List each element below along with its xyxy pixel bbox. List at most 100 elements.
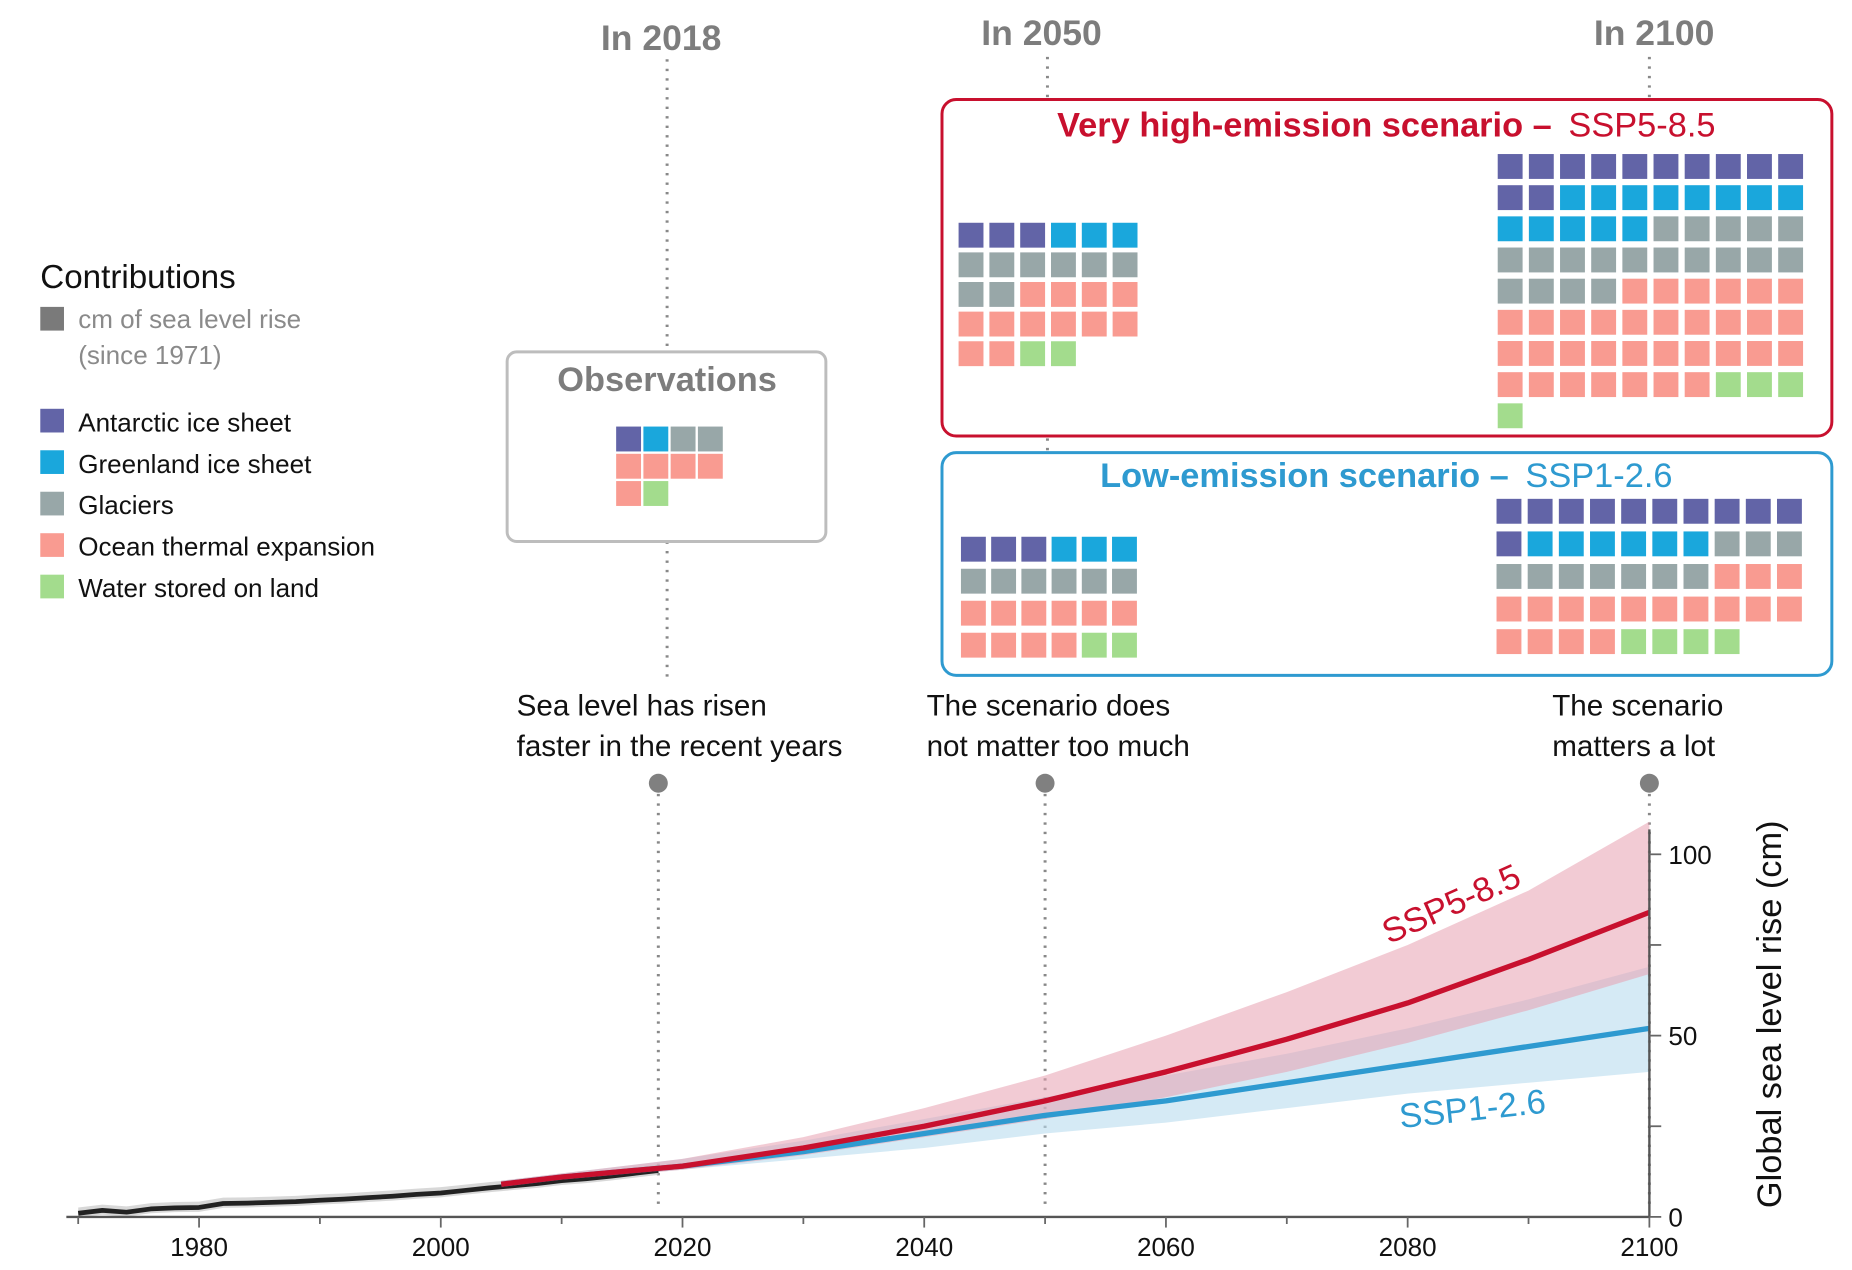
waffle-cell [1653,154,1679,179]
waffle-cell [1112,222,1138,248]
waffle-cell [1081,600,1107,626]
x-tick-label: 2100 [1620,1232,1678,1262]
y-tick-label: 50 [1668,1021,1697,1051]
waffle-cell [960,536,986,562]
waffle-cell [1051,536,1077,562]
low-emission-panel: Low-emission scenario – SSP1-2.6 [940,451,1834,677]
waffle-cell [991,632,1017,658]
waffle-cell [616,453,642,479]
waffle-cell [1528,216,1554,242]
waffle-cell [643,426,669,452]
waffle-cell [1622,341,1648,366]
waffle-cell [1591,278,1617,304]
waffle-cell [1684,278,1710,304]
waffle-cell [1081,222,1107,248]
waffle-cell [1652,564,1678,589]
legend: Contributions cm of sea level rise (sinc… [40,259,375,603]
waffle-cell [1621,531,1647,557]
annotation-2018-line-1: Sea level has risen [517,690,767,723]
waffle-cell [1497,154,1523,179]
legend-swatch [40,574,64,599]
uncertainty-band [501,821,1650,1188]
waffle-cell [1051,222,1076,248]
waffle-cell [1081,536,1107,562]
waffle-cell [1622,309,1648,335]
waffle-cell [1560,309,1585,335]
waffle-cell [1622,216,1648,242]
waffle-cell [1527,498,1553,524]
waffle-cell [1778,372,1804,398]
waffle-cell [1652,629,1678,655]
waffle-cell [1528,247,1554,273]
observations-waffle [616,426,723,506]
waffle-cell [616,426,642,452]
low-emission-2100-waffle [1496,498,1802,655]
waffle-cell [1653,278,1679,304]
waffle-cell [1558,596,1584,622]
waffle-cell [1591,247,1617,273]
waffle-cell [1112,632,1137,658]
waffle-cell [1497,372,1523,398]
waffle-cell [1714,498,1740,524]
high-emission-title-name: SSP5-8.5 [1568,106,1715,144]
waffle-cell [1497,403,1523,429]
waffle-cell [958,341,984,367]
waffle-cell [1527,564,1553,589]
annotations: Sea level has risen faster in the recent… [517,690,1724,763]
waffle-cell [1715,309,1741,335]
waffle-cell [1621,629,1647,655]
waffle-cell [1684,247,1710,273]
marker-label-2050: In 2050 [981,13,1102,53]
waffle-cell [1558,629,1584,655]
annotation-2100-line-2: matters a lot [1552,730,1716,763]
unit-line-2: (since 1971) [78,340,221,370]
waffle-cell [1560,341,1585,366]
legend-item-label: Ocean thermal expansion [78,532,375,562]
waffle-cell [1745,596,1771,622]
high-emission-title: Very high-emission scenario – SSP5-8.5 [1057,106,1715,144]
waffle-cell [1591,216,1617,242]
legend-item-label: Antarctic ice sheet [78,407,292,437]
waffle-cell [1715,341,1741,366]
waffle-cell [1745,498,1771,524]
waffle-cell [1715,278,1741,304]
waffle-cell [960,632,986,658]
marker-label-2100: In 2100 [1594,13,1715,53]
observations-panel: Observations [505,350,828,543]
uncertainty-band [501,966,1650,1188]
x-tick-label: 2080 [1379,1232,1437,1262]
waffle-cell [1653,185,1679,211]
waffle-cell [1020,341,1046,367]
waffle-cell [1747,185,1772,211]
waffle-cell [958,222,984,248]
legend-swatch [40,491,64,516]
waffle-cell [1776,498,1802,524]
waffle-cell [989,311,1015,337]
waffle-cell [1527,629,1553,655]
waffle-cell [1051,568,1077,594]
legend-swatch [40,533,64,557]
waffle-cell [991,568,1017,594]
waffle-cell [1051,632,1077,658]
waffle-cell [1653,372,1679,398]
annotation-2018-line-2: faster in the recent years [517,730,843,763]
waffle-cell [1496,531,1522,557]
waffle-cell [1590,596,1615,622]
legend-title: Contributions [40,259,235,296]
waffle-cell [1714,531,1740,557]
high-emission-title-bold: Very high-emission scenario – [1057,106,1552,144]
waffle-cell [1558,564,1584,589]
waffle-cell [1020,282,1046,307]
waffle-cell [1590,498,1615,524]
high-emission-2050-waffle [958,222,1138,367]
unit-line-1: cm of sea level rise [78,304,301,334]
waffle-cell [1560,216,1585,242]
waffle-cell [1497,216,1523,242]
waffle-cell [1590,531,1615,557]
waffle-cell [1653,309,1679,335]
waffle-cell [1652,531,1678,557]
marker-label-2018: In 2018 [601,18,721,58]
waffle-cell [697,453,723,479]
waffle-cell [1560,185,1585,211]
waffle-cell [1496,596,1522,622]
